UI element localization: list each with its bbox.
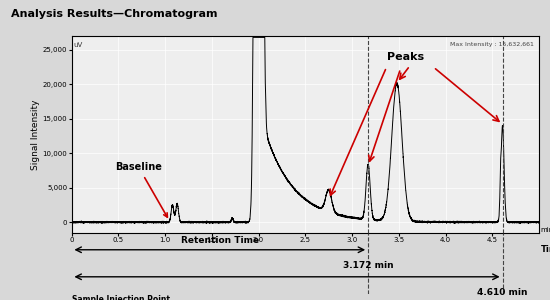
Text: Max Intensity : 15,632,661: Max Intensity : 15,632,661 [450,42,535,47]
Text: Baseline: Baseline [116,163,167,217]
Text: 4.610 min: 4.610 min [477,288,528,297]
Text: Sample Injection Point: Sample Injection Point [72,295,169,300]
Text: Peaks: Peaks [387,52,424,62]
Text: 3.172 min: 3.172 min [343,261,393,270]
Y-axis label: Signal Intensity: Signal Intensity [31,99,40,170]
Text: Retention Time: Retention Time [181,236,259,245]
Text: Analysis Results—Chromatogram: Analysis Results—Chromatogram [11,9,217,19]
Text: Time: Time [541,245,550,254]
Text: min: min [540,226,550,232]
Text: uV: uV [74,42,83,48]
